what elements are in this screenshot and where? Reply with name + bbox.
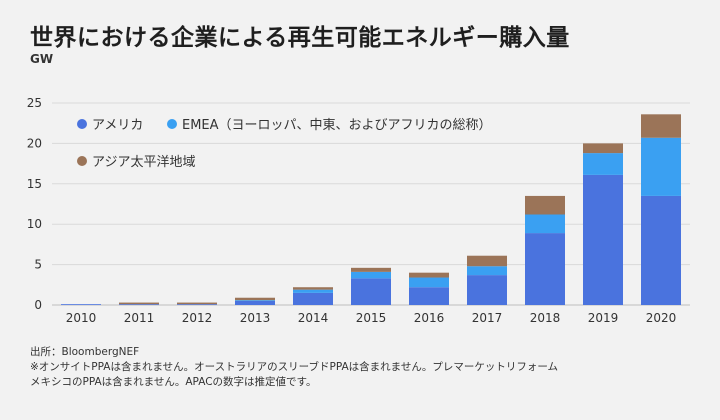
bar-segment-2020-2 [641,114,681,138]
y-tick-label: 20 [27,136,42,150]
x-tick-label: 2018 [530,311,561,325]
bar-segment-2014-2 [293,287,333,290]
x-tick-label: 2019 [588,311,619,325]
unit-label: GW [30,52,54,66]
bar-segment-2014-0 [293,292,333,305]
bar-segment-2018-1 [525,214,565,234]
legend-marker [77,119,87,129]
x-tick-label: 2015 [356,311,387,325]
x-tick-label: 2014 [298,311,329,325]
x-tick-label: 2011 [124,311,155,325]
y-tick-label: 5 [34,258,42,272]
bar-segment-2019-0 [583,174,623,305]
y-tick-label: 0 [34,298,42,312]
bar-segment-2018-2 [525,195,565,215]
source-note: 出所：BloombergNEF [30,346,140,358]
x-tick-label: 2012 [182,311,213,325]
y-tick-label: 25 [27,96,42,110]
bar-segment-2012-2 [177,302,217,305]
x-tick-label: 2017 [472,311,503,325]
bar-segment-2015-2 [351,267,391,272]
bar-segment-2012-0 [177,304,217,305]
legend-label: アメリカ [92,118,143,133]
chart-title: 世界における企業による再生可能エネルギー購入量 [30,25,570,51]
x-tick-label: 2020 [646,311,677,325]
bar-segment-2017-0 [467,275,507,305]
footnote-line-2: メキシコのPPAは含まれません。APACの数字は推定値です。 [30,376,317,388]
bar-segment-2013-0 [235,300,275,305]
bar-segment-2011-2 [119,302,159,305]
bar-segment-2014-1 [293,289,333,293]
bar-segment-2013-1 [235,300,275,301]
stacked-bar-chart: 0 5 10 15 20 25 2010 2011 2012 2013 2014 2015 2016 20… [27,96,690,325]
bar-segment-2016-0 [409,287,449,305]
bar-segment-2011-0 [119,304,159,305]
bar-segment-2020-1 [641,137,681,196]
bar-segment-2015-0 [351,278,391,305]
x-tick-label: 2010 [66,311,97,325]
legend-marker [77,156,87,166]
y-tick-label: 15 [27,177,42,191]
bar-segment-2017-1 [467,266,507,276]
bar-segment-2017-2 [467,255,507,267]
legend-label: EMEA（ヨーロッパ、中東、およびアフリカの総称） [182,117,492,133]
x-tick-label: 2013 [240,311,271,325]
legend-marker [167,119,177,129]
bar-segment-2018-0 [525,233,565,305]
bar-segment-2010-0 [61,304,101,305]
footnotes: 出所：BloombergNEF ※オンサイトPPAは含まれません。オーストラリア… [30,345,558,390]
bar-segment-2015-1 [351,271,391,279]
legend-label: アジア太平洋地域 [92,155,195,170]
y-tick-label: 10 [27,217,42,231]
x-tick-label: 2016 [414,311,445,325]
bar-segment-2016-1 [409,277,449,288]
bar-segment-2016-2 [409,272,449,278]
bar-segment-2020-0 [641,195,681,305]
bar-segment-2019-1 [583,153,623,175]
bar-segment-2019-2 [583,143,623,154]
bar-segment-2013-2 [235,297,275,301]
footnote-line-1: ※オンサイトPPAは含まれません。オーストラリアのスリーブドPPAは含まれません… [30,361,559,373]
